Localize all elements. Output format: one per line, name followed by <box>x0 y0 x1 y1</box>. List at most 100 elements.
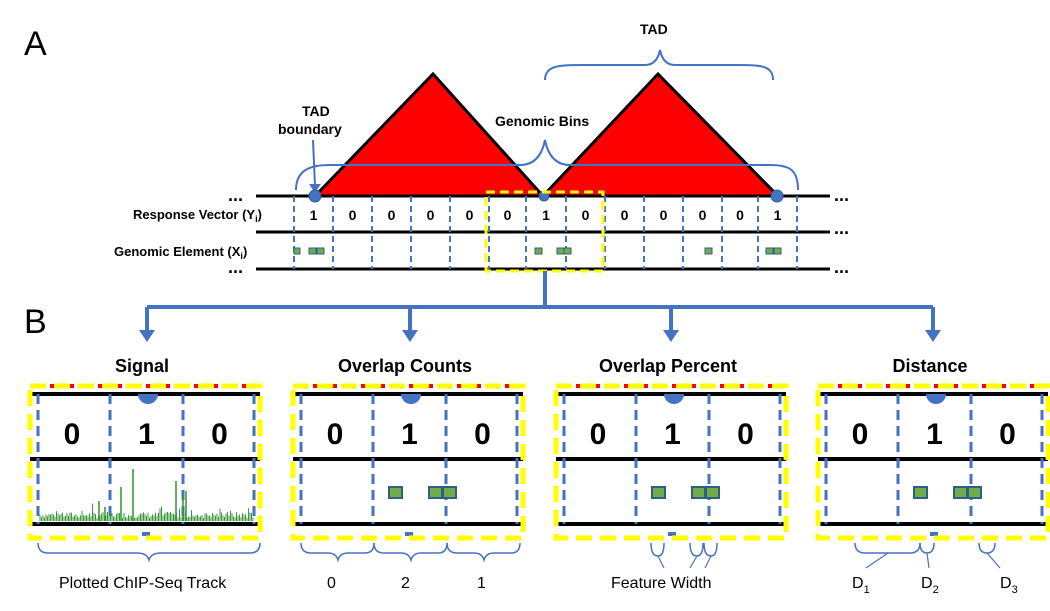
response-value: 1 <box>310 207 318 223</box>
element-box <box>316 247 325 255</box>
genomic-element-box <box>428 486 443 499</box>
bin-value: 1 <box>664 418 681 451</box>
panel-4: Distance 0 1 0 <box>815 356 1050 541</box>
genomic-bins-bracket <box>295 139 799 191</box>
bin-value: 0 <box>327 418 344 451</box>
panel-b-label: B <box>24 303 47 341</box>
count-value-2: 2 <box>401 575 410 592</box>
element-box <box>534 247 543 255</box>
element-box <box>556 247 565 255</box>
distance-brackets <box>854 542 1001 569</box>
boundary-dot <box>926 394 946 404</box>
panel-1: Signal 0 1 0 <box>27 356 263 541</box>
ellipsis-left-bottom: ... <box>228 257 243 277</box>
tad-triangle-left <box>311 71 547 198</box>
boundary-tick <box>142 532 150 536</box>
distance-label-1: D1 <box>852 575 870 596</box>
response-value: 0 <box>621 207 629 223</box>
signal-caption: Plotted ChIP-Seq Track <box>59 575 227 592</box>
boundary-tick <box>405 532 413 536</box>
feature-width-brackets <box>650 542 718 569</box>
tad-label: TAD <box>640 21 668 37</box>
response-value: 1 <box>774 207 782 223</box>
response-value: 0 <box>388 207 396 223</box>
connector-arrowhead <box>139 330 155 342</box>
highlight-window <box>290 383 526 541</box>
connector-arrowhead <box>402 330 418 342</box>
response-value: 0 <box>582 207 590 223</box>
connector-arrowhead <box>925 330 941 342</box>
boundary-dot <box>138 394 158 404</box>
element-box <box>765 247 774 255</box>
feature-width-caption: Feature Width <box>611 575 711 592</box>
tad-triangle-right <box>539 71 782 198</box>
tad-bracket <box>544 49 774 81</box>
boundary-tick <box>668 532 676 536</box>
bin-value: 0 <box>211 418 228 451</box>
response-vector-label: Response Vector (Yi) <box>133 207 262 224</box>
highlight-window <box>27 383 263 541</box>
connector-arrows <box>139 271 941 342</box>
bin-value: 0 <box>64 418 81 451</box>
chip-seq-signal <box>39 469 254 521</box>
distance-arrow <box>986 552 1001 569</box>
element-box <box>293 247 301 255</box>
response-value: 0 <box>427 207 435 223</box>
boundary-dot <box>401 394 421 404</box>
tad-boundary-arrowhead <box>309 184 321 193</box>
connector-arrowhead <box>663 330 679 342</box>
boundary-dot <box>308 189 322 203</box>
distance-arrow <box>926 552 930 569</box>
bin-value: 0 <box>999 418 1016 451</box>
width-arrow <box>689 555 698 569</box>
width-arrow <box>704 555 712 569</box>
width-arrow <box>657 555 665 569</box>
bin-value: 0 <box>590 418 607 451</box>
panel-2: Overlap Counts 0 1 0 <box>290 356 526 541</box>
response-value: 0 <box>699 207 707 223</box>
genomic-element-box <box>913 486 928 499</box>
distance-arrow <box>865 552 889 569</box>
width-bracket <box>703 542 718 557</box>
width-bracket <box>650 542 665 557</box>
bin-value: 1 <box>138 418 155 451</box>
bin-value: 0 <box>852 418 869 451</box>
response-value: 1 <box>542 207 550 223</box>
element-box <box>563 247 572 255</box>
genomic-element-box <box>651 486 666 499</box>
count-bracket <box>446 542 521 563</box>
genomic-bins-label: Genomic Bins <box>495 113 589 129</box>
highlight-window <box>815 383 1050 541</box>
count-value-3: 1 <box>477 575 486 592</box>
bin-value: 1 <box>401 418 418 451</box>
response-value: 0 <box>660 207 668 223</box>
boundary-dot <box>770 189 784 203</box>
signal-caption-bracket <box>37 542 261 563</box>
genomic-element-box <box>967 486 982 499</box>
response-value: 0 <box>504 207 512 223</box>
ellipsis-right-top: ... <box>834 185 849 205</box>
count-bracket <box>300 542 375 563</box>
highlight-window <box>553 383 789 541</box>
genomic-element-box <box>691 486 706 499</box>
tad-boundary-arrow <box>312 139 316 187</box>
element-box <box>704 247 713 255</box>
bin-value: 0 <box>737 418 754 451</box>
response-value: 0 <box>349 207 357 223</box>
ellipsis-right-mid: ... <box>834 218 849 238</box>
panel-a-label: A <box>24 25 47 63</box>
panel-title: Signal <box>115 356 169 376</box>
response-values: 1 0 0 0 0 0 1 0 0 0 0 0 1 <box>310 207 782 223</box>
response-value: 0 <box>466 207 474 223</box>
boundary-tick <box>930 532 938 536</box>
tad-boundary-label-line2: boundary <box>278 121 342 137</box>
ellipsis-right-bottom: ... <box>834 257 849 277</box>
bin-separators <box>293 196 798 269</box>
response-value: 0 <box>736 207 744 223</box>
element-box <box>308 247 317 255</box>
panel-title: Overlap Percent <box>599 356 737 376</box>
ellipsis-left-top: ... <box>228 185 243 205</box>
distance-bracket <box>854 542 921 554</box>
distance-label-2: D2 <box>921 575 939 596</box>
